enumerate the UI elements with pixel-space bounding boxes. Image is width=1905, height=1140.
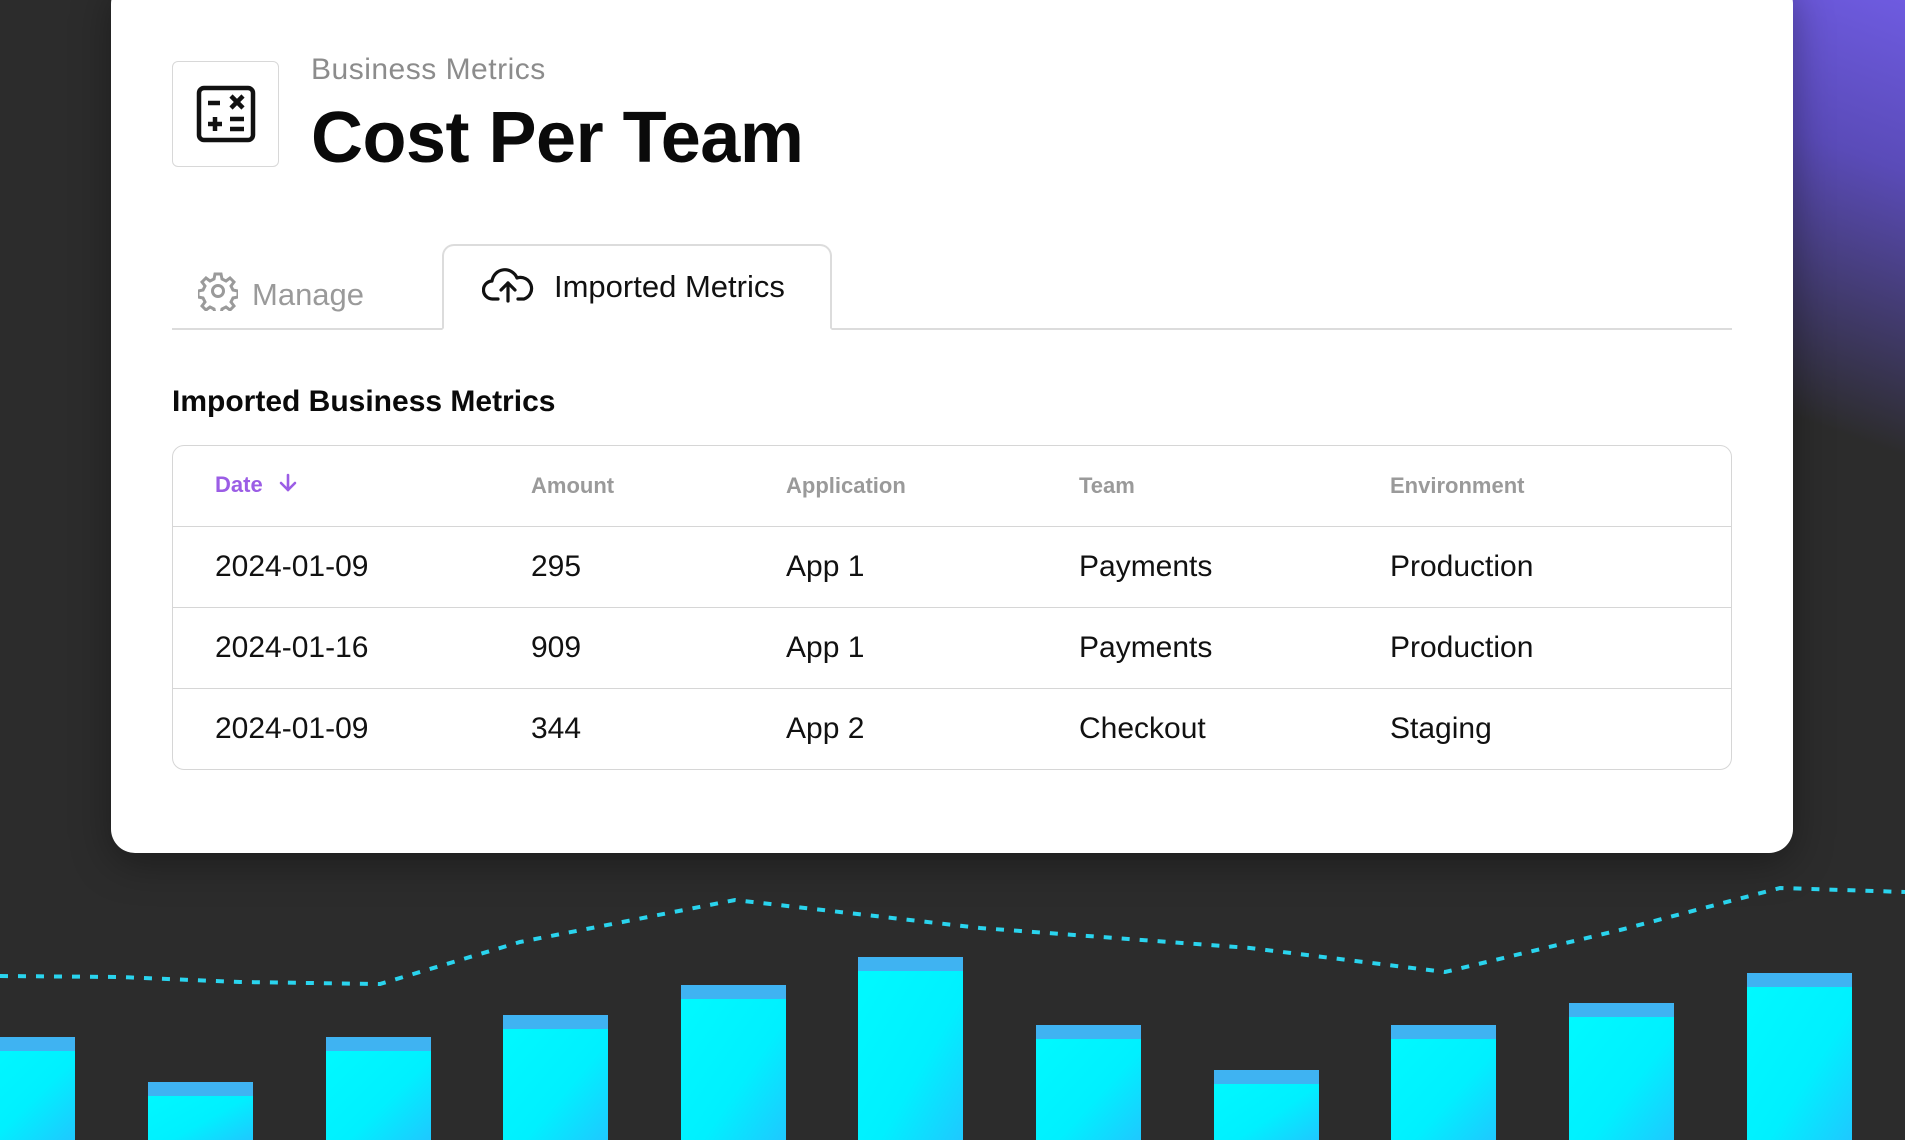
column-header-application[interactable]: Application [786,446,1079,527]
background-bar-cap [1747,973,1852,987]
background-bar-cap [148,1082,253,1096]
background-bar [1391,1025,1496,1140]
cell-application: App 2 [786,712,865,745]
column-header-team[interactable]: Team [1079,446,1390,527]
background-bar [1569,1003,1674,1140]
tab-manage[interactable]: Manage [172,262,442,328]
cell-environment: Production [1390,607,1731,689]
calculator-icon [172,61,279,167]
cell-application: App 1 [786,526,1079,608]
background-bar-cap [1214,1070,1319,1084]
sort-descending-icon [277,472,299,500]
metrics-card: Business Metrics Cost Per Team Manage [111,0,1793,853]
background-bar-cap [326,1037,431,1051]
cloud-upload-icon [481,263,534,311]
background-bar [1036,1025,1141,1140]
cell-amount: 909 [531,607,786,689]
tab-bar: Manage Imported Metrics [172,244,1732,330]
background-bar-cap [681,985,786,999]
section-title: Imported Business Metrics [172,385,556,418]
background-bar [0,1037,75,1140]
cell-team: Payments [1079,607,1390,689]
background-bar [503,1015,608,1140]
cell-environment: Staging [1390,712,1492,745]
column-header-environment[interactable]: Environment [1390,446,1731,527]
page-title: Cost Per Team [311,98,804,178]
background-bar-cap [1036,1025,1141,1039]
cell-team: Payments [1079,526,1390,608]
metrics-table: Date Amount Application Team [172,445,1732,770]
cell-date: 2024-01-09 [173,526,531,608]
breadcrumb: Business Metrics [311,53,546,86]
table-header-row: Date Amount Application Team [173,446,1731,527]
background-bar-cap [858,957,963,971]
gear-icon [196,271,240,319]
table-row[interactable]: 2024-01-16 909 App 1 Payments Production [173,607,1731,689]
tab-imported-metrics-label: Imported Metrics [554,269,785,304]
cell-environment: Production [1390,526,1731,608]
background-bar-cap [503,1015,608,1029]
table-row[interactable]: 2024-01-09 344 App 2 Checkout Staging [173,689,1731,770]
column-header-date-label: Date [215,471,263,497]
cell-date: 2024-01-09 [215,712,369,745]
tab-imported-metrics[interactable]: Imported Metrics [442,244,832,330]
cell-date: 2024-01-16 [173,607,531,689]
table-row[interactable]: 2024-01-09 295 App 1 Payments Production [173,526,1731,608]
background-bar [858,957,963,1140]
background-bar [1747,973,1852,1140]
background-bar [681,985,786,1140]
background-bar-cap [1391,1025,1496,1039]
background-dashed-line [0,885,1905,987]
cell-amount: 295 [531,526,786,608]
column-header-amount[interactable]: Amount [531,446,786,527]
background-bar-cap [0,1037,75,1051]
background-bar-cap [1569,1003,1674,1017]
tab-manage-label: Manage [252,277,365,312]
background-bar [326,1037,431,1140]
cell-amount: 344 [531,712,582,745]
cell-application: App 1 [786,607,1079,689]
column-header-date[interactable]: Date [173,446,531,527]
cell-team: Checkout [1079,712,1206,745]
background-decorative-chart [0,885,1905,1140]
